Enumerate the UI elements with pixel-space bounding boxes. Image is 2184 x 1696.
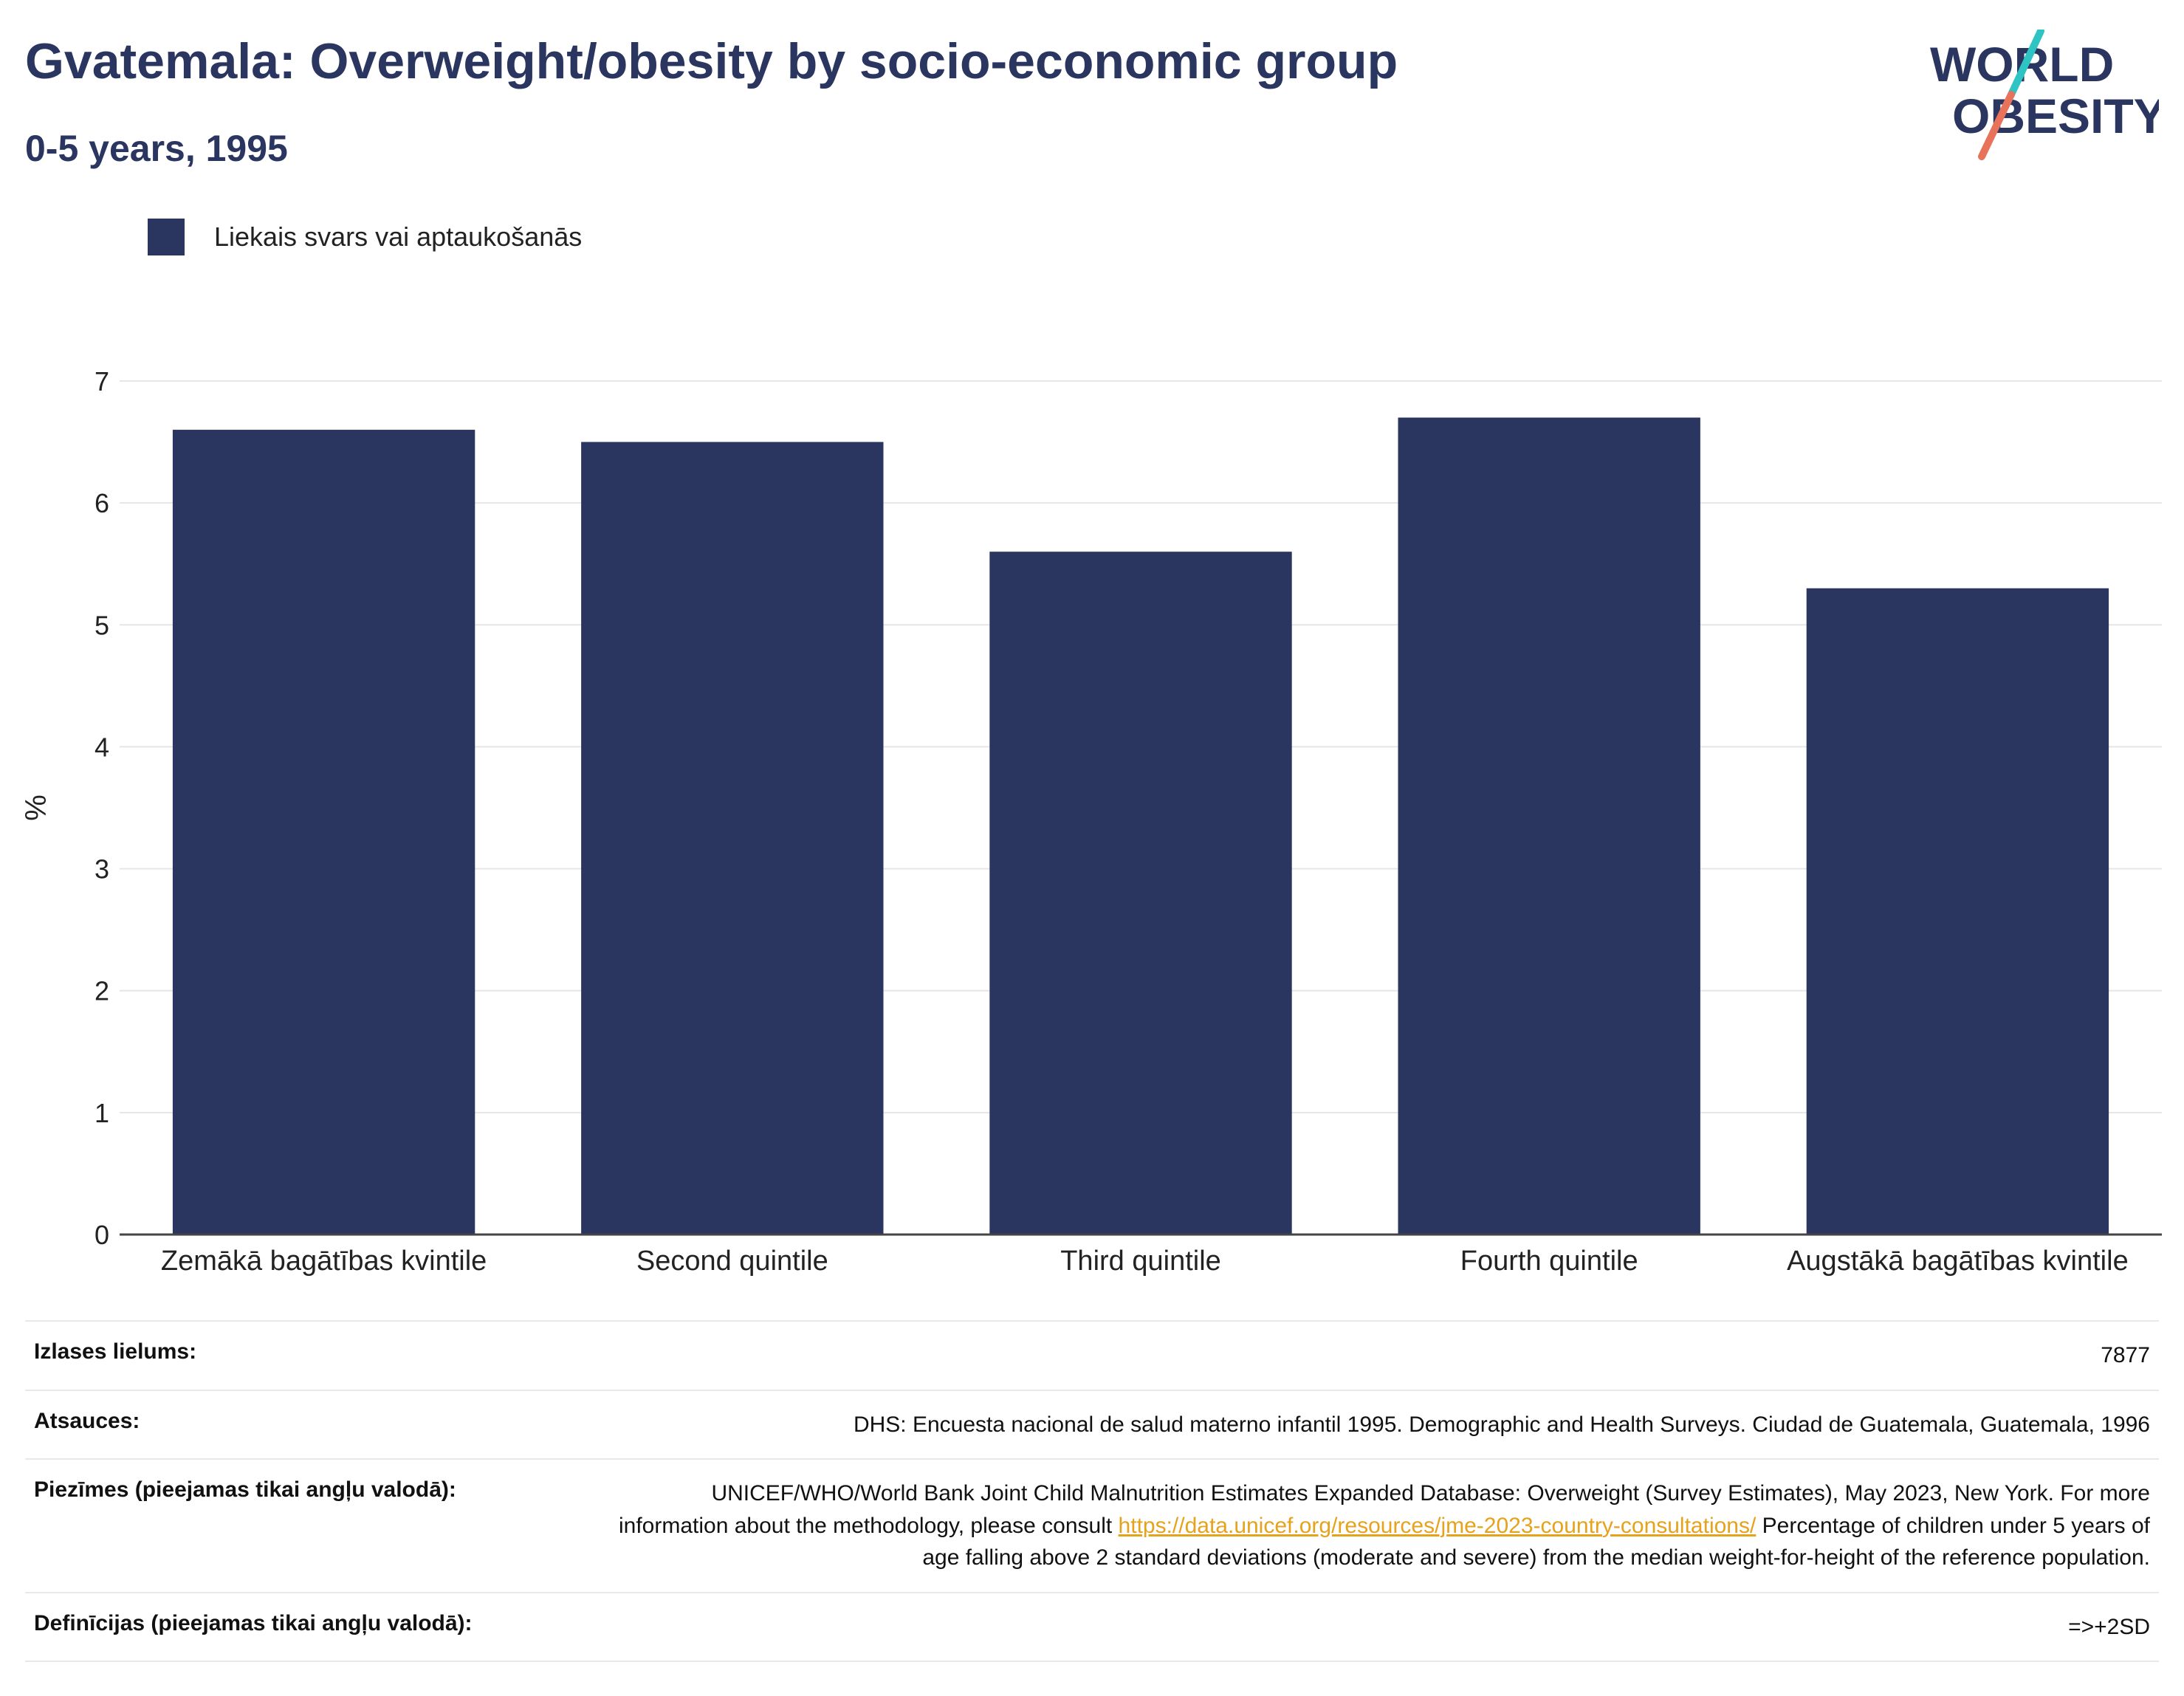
bar-chart: 0 1 2 3 4 5 6 7 Zemākā bagātības kvintile Second … <box>20 366 2162 1277</box>
y-tick-label: 7 <box>95 366 109 396</box>
references-label: Atsauces: <box>34 1408 140 1433</box>
definitions-value: =>+2SD <box>2068 1614 2150 1639</box>
bar <box>172 430 475 1235</box>
meta-row-notes: Piezīmes (pieejamas tikai angļu valodā):… <box>25 1458 2159 1592</box>
references-value: DHS: Encuesta nacional de salud materno … <box>853 1412 2150 1437</box>
logo-slash-teal <box>2008 30 2044 98</box>
meta-row-definitions: Definīcijas (pieejamas tikai angļu valod… <box>25 1591 2159 1662</box>
x-tick-label: Second quintile <box>636 1246 828 1277</box>
sample-size-label: Izlases lielums: <box>34 1339 197 1364</box>
meta-row-references: Atsauces: DHS: Encuesta nacional de salu… <box>25 1389 2159 1459</box>
y-axis-label: % <box>20 794 52 821</box>
x-tick-label: Fourth quintile <box>1460 1246 1638 1277</box>
logo-line2: OBESITY <box>1952 89 2159 143</box>
logo-slash-coral <box>1978 91 2015 160</box>
y-tick-label: 5 <box>95 610 109 640</box>
y-tick-label: 6 <box>95 488 109 518</box>
bar <box>1806 588 2109 1235</box>
x-tick-label: Augstākā bagātības kvintile <box>1787 1246 2129 1277</box>
y-tick-label: 1 <box>95 1098 109 1128</box>
notes-text-2: Percentage of children under 5 years of … <box>922 1513 2150 1570</box>
notes-link[interactable]: https://data.unicef.org/resources/jme-20… <box>1118 1513 1757 1538</box>
bar <box>989 552 1292 1235</box>
world-obesity-logo: WORLD OBESITY <box>1930 30 2159 160</box>
x-tick-label: Zemākā bagātības kvintile <box>161 1246 487 1277</box>
chart-legend: Liekais svars vai aptaukošanās <box>148 219 582 255</box>
bar <box>1398 417 1700 1235</box>
bar <box>581 442 884 1235</box>
sample-size-value: 7877 <box>2101 1343 2150 1367</box>
notes-label: Piezīmes (pieejamas tikai angļu valodā): <box>34 1477 456 1502</box>
chart-subtitle: 0-5 years, 1995 <box>25 128 288 169</box>
metadata-table: Izlases lielums: 7877 Atsauces: DHS: Enc… <box>25 1320 2159 1662</box>
notes-value: UNICEF/WHO/World Bank Joint Child Malnut… <box>600 1477 2150 1574</box>
y-tick-label: 2 <box>95 976 109 1006</box>
y-tick-label: 0 <box>95 1220 109 1250</box>
legend-label: Liekais svars vai aptaukošanās <box>214 222 583 252</box>
x-tick-label: Third quintile <box>1060 1246 1221 1277</box>
legend-swatch <box>148 219 185 255</box>
y-tick-label: 3 <box>95 854 109 885</box>
notes-text-1: UNICEF/WHO/World Bank Joint Child Malnut… <box>619 1481 2150 1538</box>
y-tick-label: 4 <box>95 732 109 762</box>
definitions-label: Definīcijas (pieejamas tikai angļu valod… <box>34 1610 473 1635</box>
meta-row-sample-size: Izlases lielums: 7877 <box>25 1320 2159 1390</box>
chart-title: Gvatemala: Overweight/obesity by socio-e… <box>25 33 1398 89</box>
